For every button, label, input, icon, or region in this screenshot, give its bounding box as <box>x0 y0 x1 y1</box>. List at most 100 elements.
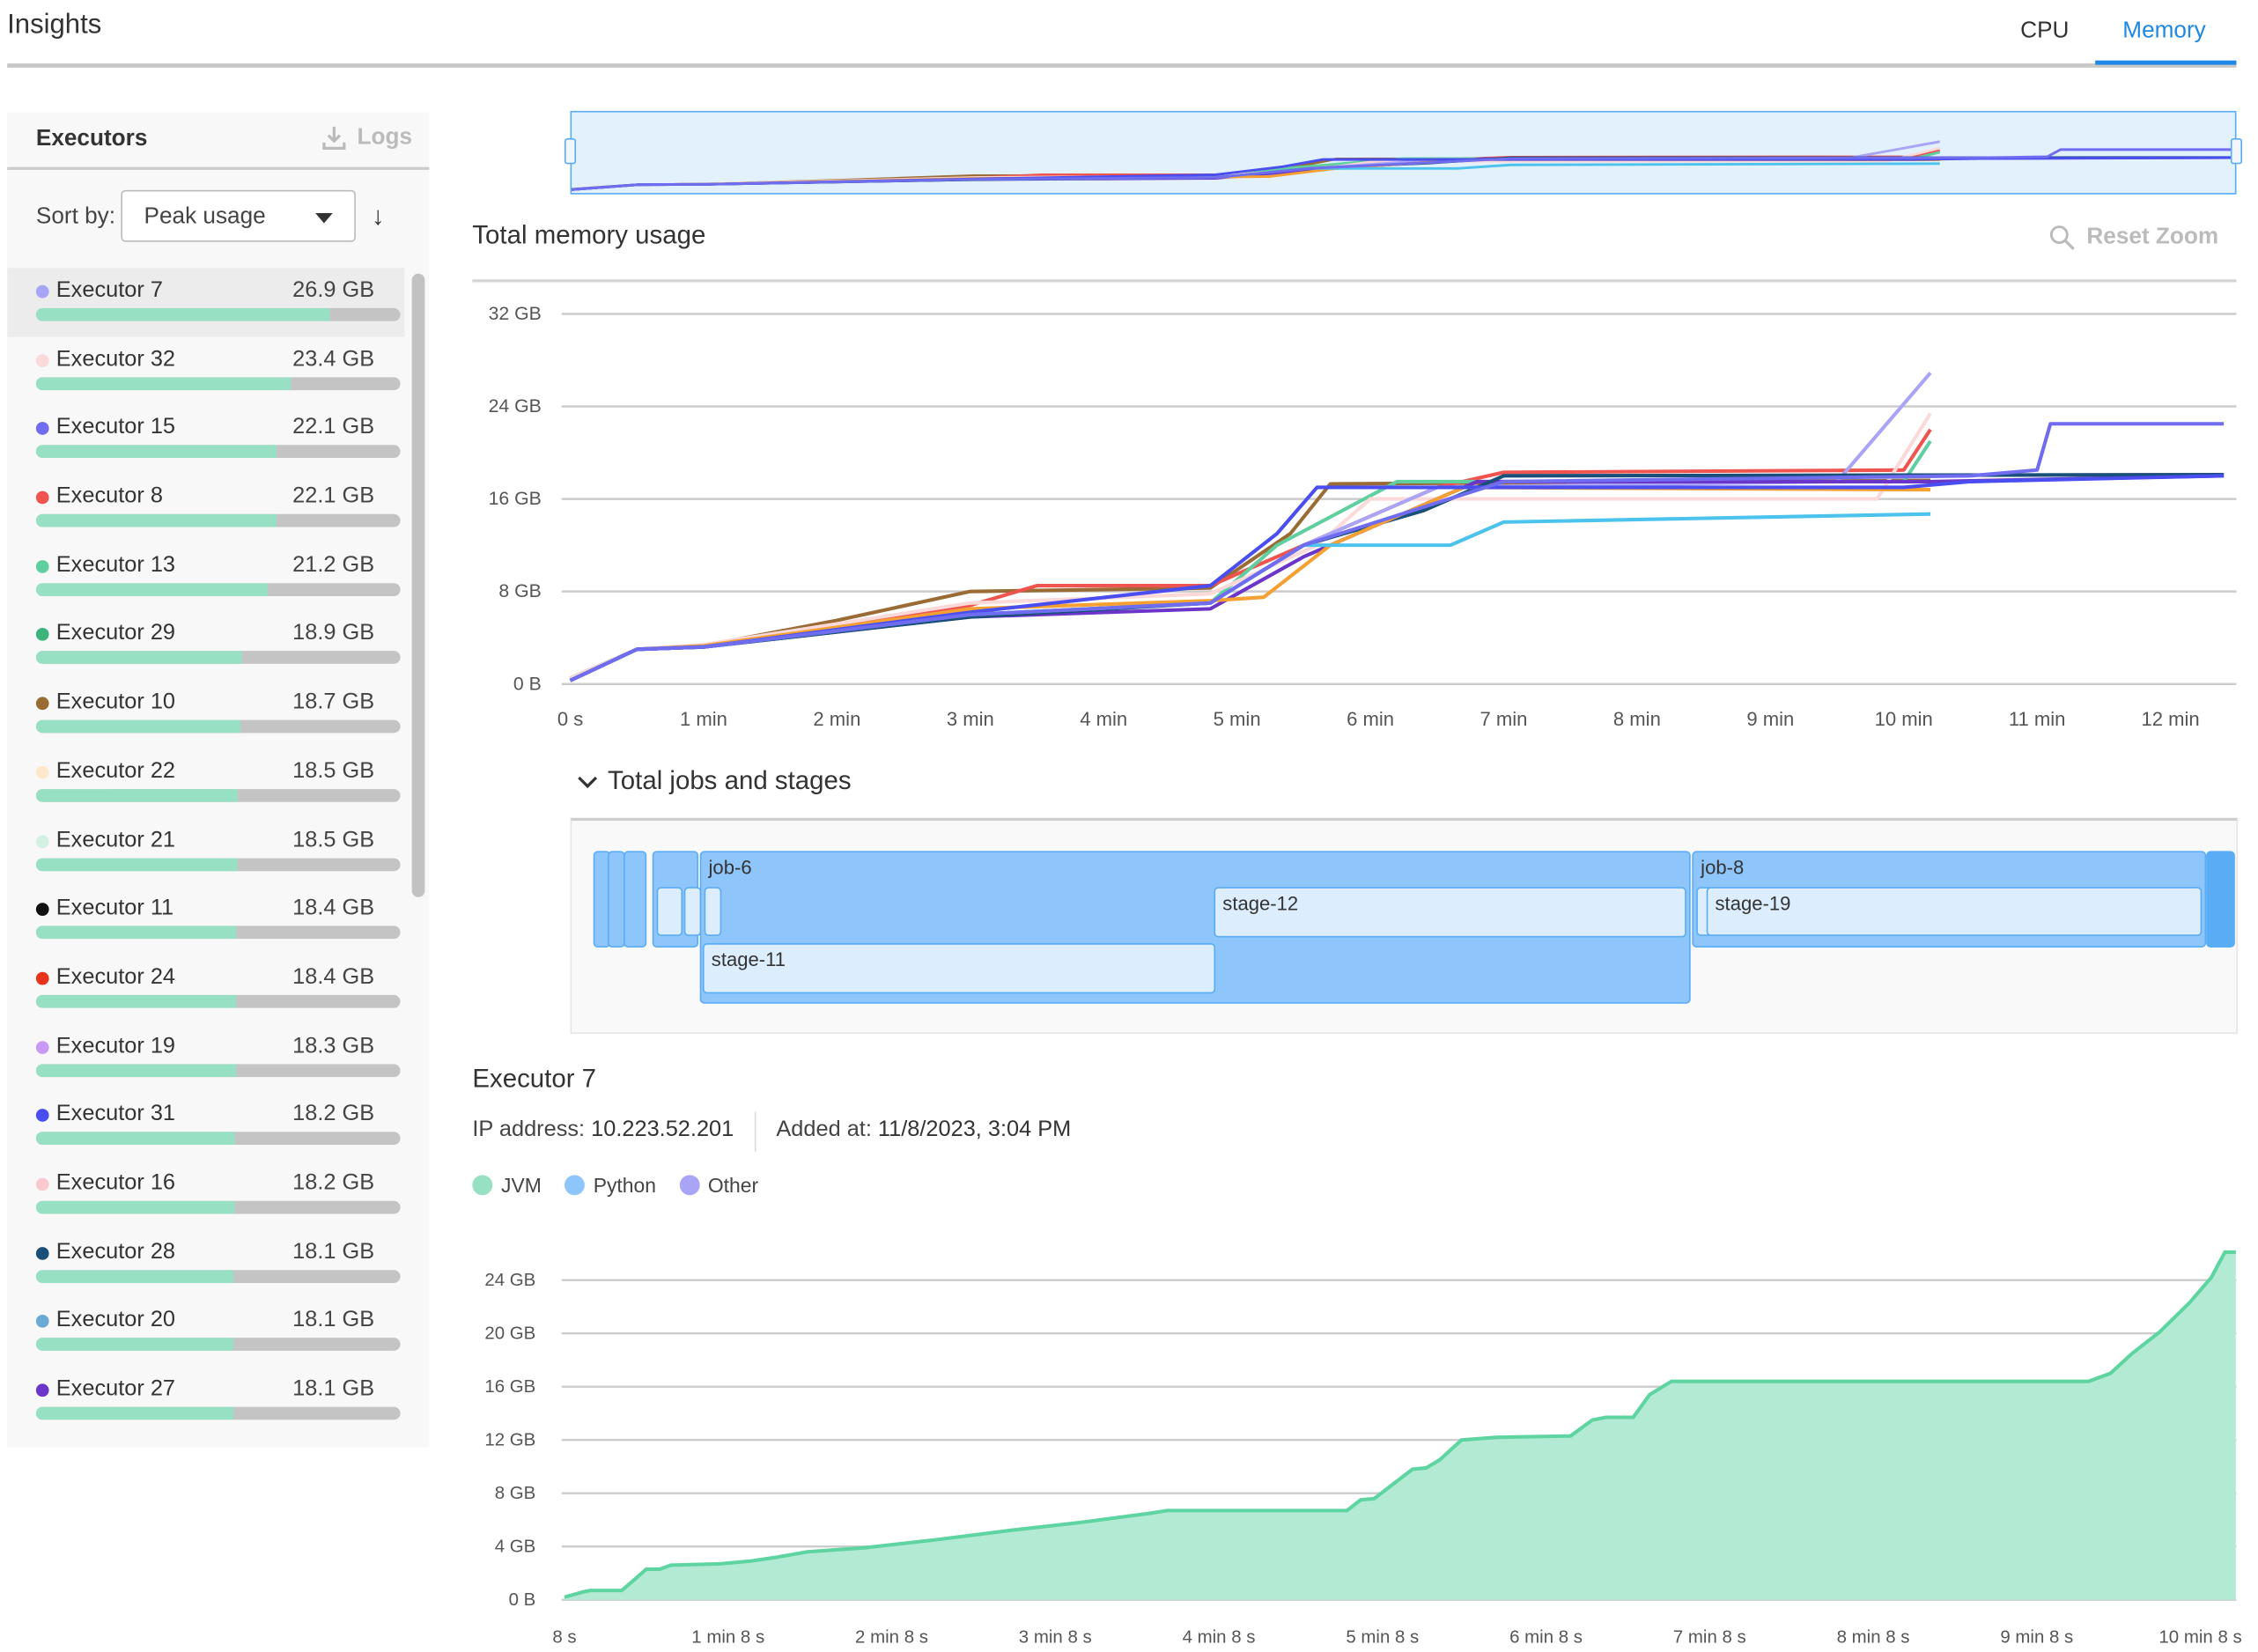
executor-name: Executor 13 <box>55 552 176 578</box>
executor-name: Executor 32 <box>55 346 176 372</box>
x-tick-label: 3 min 8 s <box>1019 1627 1092 1648</box>
executor-color-dot-icon <box>35 903 49 917</box>
jobs-title: Total jobs and stages <box>608 765 852 795</box>
x-tick-label: 5 min 8 s <box>1346 1627 1419 1648</box>
stage-block[interactable] <box>683 887 702 936</box>
sort-direction-arrow-down-icon[interactable]: ↓ <box>371 201 385 231</box>
executor-peak-usage: 26.9 GB <box>292 277 375 303</box>
x-tick-label: 2 min 8 s <box>855 1627 928 1648</box>
executor-list-item[interactable]: Executor 13 21.2 GB <box>7 542 404 611</box>
x-tick-label: 3 min <box>947 708 994 730</box>
usage-bar-fill <box>35 1406 234 1420</box>
legend: JVM Python Other <box>472 1174 758 1197</box>
executor-name: Executor 28 <box>55 1239 176 1265</box>
usage-bar <box>35 719 401 734</box>
overview-minimap[interactable] <box>570 110 2237 195</box>
stage-block[interactable] <box>656 887 683 936</box>
download-icon <box>322 126 346 151</box>
executor-list-item[interactable]: Executor 19 18.3 GB <box>7 1023 404 1092</box>
executor-list-item[interactable]: Executor 15 22.1 GB <box>7 405 404 474</box>
total-memory-chart: 0 B 8 GB 16 GB 24 GB 32 GB 0 s 1 min 2 min 3 min… <box>489 303 2237 730</box>
x-tick-label: 4 min <box>1080 708 1127 730</box>
executor-name: Executor 22 <box>55 758 176 784</box>
executor-list-item[interactable]: Executor 31 18.2 GB <box>7 1092 404 1161</box>
x-tick-label: 6 min <box>1347 708 1394 730</box>
executor-color-dot-icon <box>35 284 49 299</box>
executor-list-item[interactable]: Executor 21 18.5 GB <box>7 817 404 886</box>
jobs-timeline: job-6 stage-12 stage-11 job-8 stage-19 <box>570 817 2239 1035</box>
usage-bar <box>35 1338 401 1352</box>
stage-block[interactable] <box>704 887 722 936</box>
executor-list: Executor 7 26.9 GB Executor 32 23.4 GB E… <box>7 268 405 1447</box>
tab-cpu[interactable]: CPU <box>2020 18 2070 44</box>
legend-other[interactable]: Other <box>679 1174 758 1197</box>
executor-list-item[interactable]: Executor 16 18.2 GB <box>7 1161 404 1229</box>
executor-list-item[interactable]: Executor 28 18.1 GB <box>7 1229 404 1298</box>
usage-bar <box>35 926 401 940</box>
executor-name: Executor 11 <box>55 896 174 921</box>
usage-bar <box>35 1132 401 1146</box>
executor-color-dot-icon <box>35 971 49 985</box>
legend-dot-icon <box>679 1175 700 1196</box>
y-tick-label: 8 GB <box>498 580 541 601</box>
executor-peak-usage: 18.2 GB <box>292 1170 375 1196</box>
executor-list-item[interactable]: Executor 24 18.4 GB <box>7 955 404 1023</box>
executor-list-item[interactable]: Executor 32 23.4 GB <box>7 336 404 405</box>
stage-19-block[interactable]: stage-19 <box>1706 887 2203 936</box>
minimap-left-handle[interactable] <box>564 137 577 165</box>
caret-down-icon <box>315 213 333 224</box>
usage-bar-fill <box>35 994 237 1008</box>
usage-bar-fill <box>35 719 240 734</box>
job-block-cluster[interactable] <box>2206 851 2235 948</box>
job-block[interactable] <box>624 851 647 948</box>
usage-bar-fill <box>35 788 239 802</box>
executor-list-item[interactable]: Executor 27 18.1 GB <box>7 1367 404 1435</box>
usage-bar-fill <box>35 926 237 940</box>
executor-list-item[interactable]: Executor 20 18.1 GB <box>7 1298 404 1367</box>
usage-bar <box>35 513 401 527</box>
executor-color-dot-icon <box>35 1246 49 1260</box>
executor-name: Executor 29 <box>55 621 176 646</box>
legend-jvm[interactable]: JVM <box>472 1174 542 1197</box>
y-tick-label: 24 GB <box>484 1270 535 1290</box>
x-tick-label: 7 min 8 s <box>1673 1627 1746 1648</box>
tab-memory[interactable]: Memory <box>2122 18 2206 44</box>
executor-list-item[interactable]: Executor 10 18.7 GB <box>7 680 404 749</box>
legend-python[interactable]: Python <box>564 1174 656 1197</box>
jobs-toggle[interactable]: Total jobs and stages <box>576 766 852 796</box>
executor-list-item[interactable]: Executor 11 18.4 GB <box>7 886 404 955</box>
scrollbar-thumb[interactable] <box>411 273 425 897</box>
x-tick-label: 10 min <box>1875 708 1933 730</box>
executor-name: Executor 16 <box>55 1170 176 1196</box>
executor-name: Executor 20 <box>55 1308 176 1333</box>
job-block[interactable] <box>608 851 625 948</box>
reset-zoom-button[interactable]: Reset Zoom <box>2049 225 2218 251</box>
executor-name: Executor 31 <box>55 1102 176 1127</box>
sort-value: Peak usage <box>144 204 266 229</box>
executor-color-dot-icon <box>35 490 49 505</box>
logs-button[interactable]: Logs <box>320 124 412 153</box>
executor-list-item[interactable]: Executor 8 22.1 GB <box>7 474 404 542</box>
x-tick-label: 6 min 8 s <box>1509 1627 1583 1648</box>
stage-12-block[interactable]: stage-12 <box>1214 887 1686 938</box>
legend-dot-icon <box>564 1175 585 1196</box>
executor-color-dot-icon <box>35 834 49 848</box>
executor-peak-usage: 22.1 GB <box>292 415 375 440</box>
stage-11-block[interactable]: stage-11 <box>702 943 1216 994</box>
executor-list-item[interactable]: Executor 29 18.9 GB <box>7 611 404 680</box>
executor-color-dot-icon <box>35 697 49 711</box>
usage-bar-fill <box>35 307 330 321</box>
minimap-right-handle[interactable] <box>2230 137 2243 165</box>
y-tick-label: 16 GB <box>489 488 542 509</box>
x-tick-label: 2 min <box>813 708 860 730</box>
sort-select[interactable]: Peak usage <box>121 189 356 242</box>
executor-memory-chart: 0 B 4 GB 8 GB 12 GB 16 GB 20 GB 24 GB 8 s 1 min … <box>484 1250 2242 1648</box>
executor-list-item[interactable]: Executor 7 26.9 GB <box>7 268 405 337</box>
usage-bar-fill <box>35 513 277 527</box>
executor-list-item[interactable]: Executor 22 18.5 GB <box>7 749 404 817</box>
executor-name: Executor 8 <box>55 483 163 509</box>
chart-divider <box>472 279 2237 283</box>
executor-peak-usage: 18.1 GB <box>292 1308 375 1333</box>
executor-color-dot-icon <box>35 353 49 367</box>
ip-value: 10.223.52.201 <box>591 1117 734 1142</box>
